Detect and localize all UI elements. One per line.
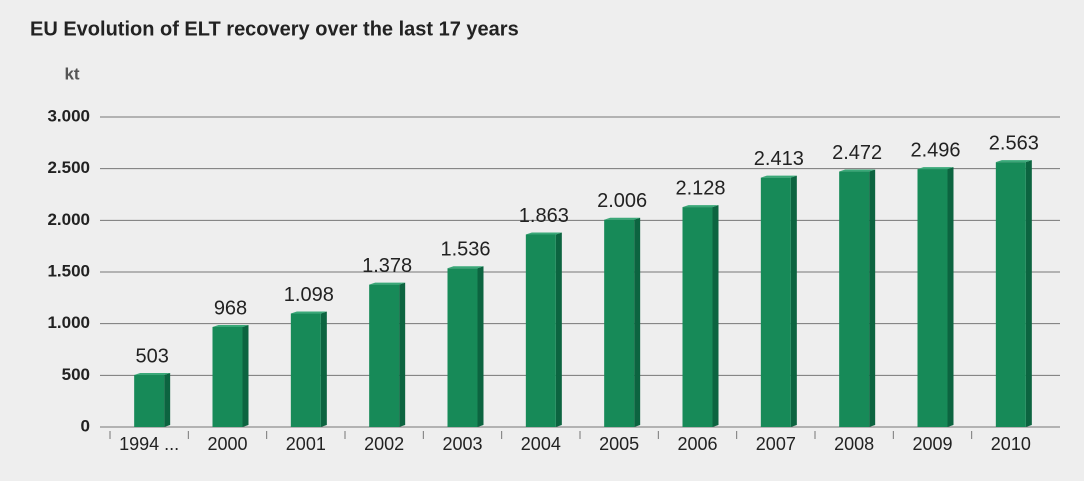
bar-side bbox=[947, 167, 954, 427]
bar-front bbox=[682, 207, 713, 427]
y-tick-label: 0 bbox=[81, 416, 90, 435]
bar-front bbox=[525, 234, 556, 427]
bar bbox=[525, 232, 562, 427]
x-tick-label: 2004 bbox=[521, 434, 561, 454]
bar-top bbox=[995, 160, 1032, 163]
x-tick-label: 2010 bbox=[991, 434, 1031, 454]
bar bbox=[212, 324, 249, 427]
bar-side bbox=[712, 205, 719, 427]
y-axis-label: kt bbox=[64, 64, 79, 83]
data-label: 1.098 bbox=[284, 284, 334, 306]
data-label: 2.563 bbox=[989, 132, 1039, 154]
bar-top bbox=[604, 217, 641, 220]
y-tick-label: 500 bbox=[62, 365, 90, 384]
x-tick-label: 2001 bbox=[286, 434, 326, 454]
data-label: 2.472 bbox=[832, 142, 882, 164]
x-tick-label: 2005 bbox=[599, 434, 639, 454]
bar-top bbox=[134, 373, 171, 376]
data-label: 1.536 bbox=[440, 239, 490, 261]
bar-front bbox=[134, 375, 165, 427]
data-label: 1.863 bbox=[519, 205, 569, 227]
data-label: 968 bbox=[214, 297, 247, 319]
data-label: 503 bbox=[135, 345, 168, 367]
data-label: 2.128 bbox=[675, 177, 725, 199]
bar-front bbox=[995, 162, 1026, 427]
bar-front bbox=[369, 284, 400, 427]
data-label: 2.006 bbox=[597, 190, 647, 212]
bar bbox=[604, 217, 641, 427]
x-tick-label: 2003 bbox=[442, 434, 482, 454]
bar bbox=[682, 205, 719, 427]
bar-front bbox=[290, 313, 321, 427]
bar-top bbox=[290, 311, 327, 314]
bar-top bbox=[212, 324, 249, 327]
data-label: 2.413 bbox=[754, 148, 804, 170]
bar-top bbox=[369, 282, 406, 285]
bar bbox=[447, 266, 484, 427]
bar bbox=[290, 311, 327, 427]
bar-front bbox=[604, 219, 635, 427]
bar-top bbox=[447, 266, 484, 269]
bar-top bbox=[917, 167, 954, 170]
bar-top bbox=[839, 169, 876, 172]
x-tick-label: 2000 bbox=[207, 434, 247, 454]
data-label: 1.378 bbox=[362, 255, 412, 277]
y-tick-label: 1.000 bbox=[47, 313, 90, 332]
y-tick-label: 1.500 bbox=[47, 261, 90, 280]
bar-side bbox=[634, 217, 641, 427]
x-tick-label: 2002 bbox=[364, 434, 404, 454]
bar-front bbox=[760, 177, 791, 427]
bar-side bbox=[555, 232, 562, 427]
y-tick-label: 2.000 bbox=[47, 210, 90, 229]
bar-side bbox=[320, 311, 327, 427]
bar-side bbox=[869, 169, 876, 427]
x-tick-label: 2008 bbox=[834, 434, 874, 454]
bar bbox=[839, 169, 876, 427]
bar-side bbox=[477, 266, 484, 427]
x-tick-label: 2009 bbox=[912, 434, 952, 454]
bar bbox=[134, 373, 171, 427]
x-tick-label: 2007 bbox=[756, 434, 796, 454]
bar bbox=[369, 282, 406, 427]
chart-title: EU Evolution of ELT recovery over the la… bbox=[30, 18, 519, 40]
y-tick-label: 3.000 bbox=[47, 106, 90, 125]
bar-top bbox=[760, 175, 797, 178]
bar-front bbox=[447, 268, 478, 427]
bar bbox=[760, 175, 797, 427]
bar-side bbox=[242, 324, 249, 427]
bar bbox=[995, 160, 1032, 427]
bar bbox=[917, 167, 954, 427]
bar-side bbox=[790, 175, 797, 427]
bar-front bbox=[839, 171, 870, 427]
y-tick-label: 2.500 bbox=[47, 158, 90, 177]
x-tick-label: 2006 bbox=[677, 434, 717, 454]
bar-front bbox=[212, 326, 243, 427]
bar-top bbox=[525, 232, 562, 235]
bar-side bbox=[399, 282, 406, 427]
bar-top bbox=[682, 205, 719, 208]
bar-side bbox=[164, 373, 171, 427]
bar-side bbox=[1025, 160, 1032, 427]
data-label: 2.496 bbox=[910, 139, 960, 161]
x-tick-label: 1994 ... bbox=[119, 434, 179, 454]
bar-front bbox=[917, 169, 948, 427]
